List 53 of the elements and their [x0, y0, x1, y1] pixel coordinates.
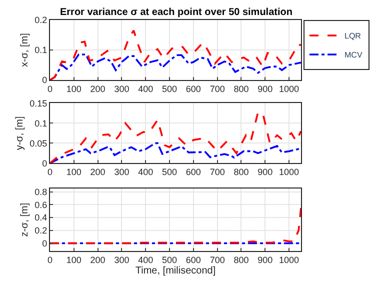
- y-tick-label: 0.1: [34, 45, 48, 56]
- x-tick-label: 400: [138, 167, 154, 178]
- x-tick-label: 600: [186, 254, 201, 265]
- x-tick-label: 500: [162, 84, 178, 94]
- line-series: [50, 30, 301, 80]
- y-axis-title: x-σ, [m]: [20, 32, 31, 68]
- x-tick-label: 700: [210, 167, 225, 178]
- y-tick-label: 0.6: [34, 200, 48, 210]
- y-tick-label: 0.2: [34, 226, 48, 236]
- y-tick-label: 0.15: [30, 98, 48, 108]
- x-tick-label: 1000: [279, 254, 300, 265]
- chart-title: Error variance σ at each point over 50 simulation: [60, 7, 292, 18]
- x-tick-label: 500: [162, 167, 178, 178]
- x-tick-label: 400: [138, 84, 154, 94]
- y-tick-label: 0.4: [34, 212, 48, 223]
- x-tick-label: 800: [234, 84, 249, 94]
- x-tick-label: 900: [258, 167, 273, 178]
- x-axis-title: Time, [milisecond]: [135, 265, 216, 276]
- x-tick-label: 600: [186, 167, 201, 178]
- y-tick-label: 0.8: [34, 186, 48, 197]
- x-tick-label: 600: [186, 84, 201, 94]
- x-tick-label: 100: [66, 254, 82, 265]
- y-tick-label: 0: [42, 158, 48, 168]
- x-tick-label: 800: [234, 254, 249, 265]
- x-tick-label: 100: [66, 167, 82, 178]
- x-tick-label: 900: [258, 84, 273, 94]
- y-tick-label: 0: [42, 238, 48, 248]
- legend-label: MCV: [344, 50, 363, 60]
- x-tick-label: 200: [90, 254, 106, 265]
- y-axis-title: y-σ, [m]: [14, 116, 26, 150]
- x-tick-label: 100: [66, 84, 82, 94]
- x-tick-label: 1000: [279, 84, 300, 94]
- x-tick-label: 700: [210, 84, 225, 94]
- y-tick-label: 0.05: [30, 138, 48, 148]
- line-series: [50, 142, 301, 164]
- x-tick-label: 500: [162, 254, 178, 265]
- y-tick-label: 0.2: [34, 15, 48, 26]
- y-tick-label: 0.1: [34, 118, 48, 128]
- y-axis-title: z-σ, [m]: [20, 202, 31, 237]
- x-tick-label: 1000: [279, 167, 300, 178]
- x-tick-label: 400: [138, 254, 154, 265]
- x-tick-label: 900: [258, 254, 273, 265]
- line-series: [50, 207, 301, 244]
- x-tick-label: 300: [114, 167, 130, 178]
- x-tick-label: 800: [234, 167, 249, 178]
- x-tick-label: 300: [114, 254, 130, 265]
- legend-label: LQR: [344, 32, 362, 41]
- x-tick-label: 300: [114, 84, 130, 94]
- x-tick-label: 700: [210, 254, 225, 265]
- line-series: [50, 111, 301, 164]
- x-tick-label: 200: [90, 84, 106, 94]
- x-tick-label: 200: [90, 167, 106, 178]
- y-tick-label: 0: [42, 75, 48, 86]
